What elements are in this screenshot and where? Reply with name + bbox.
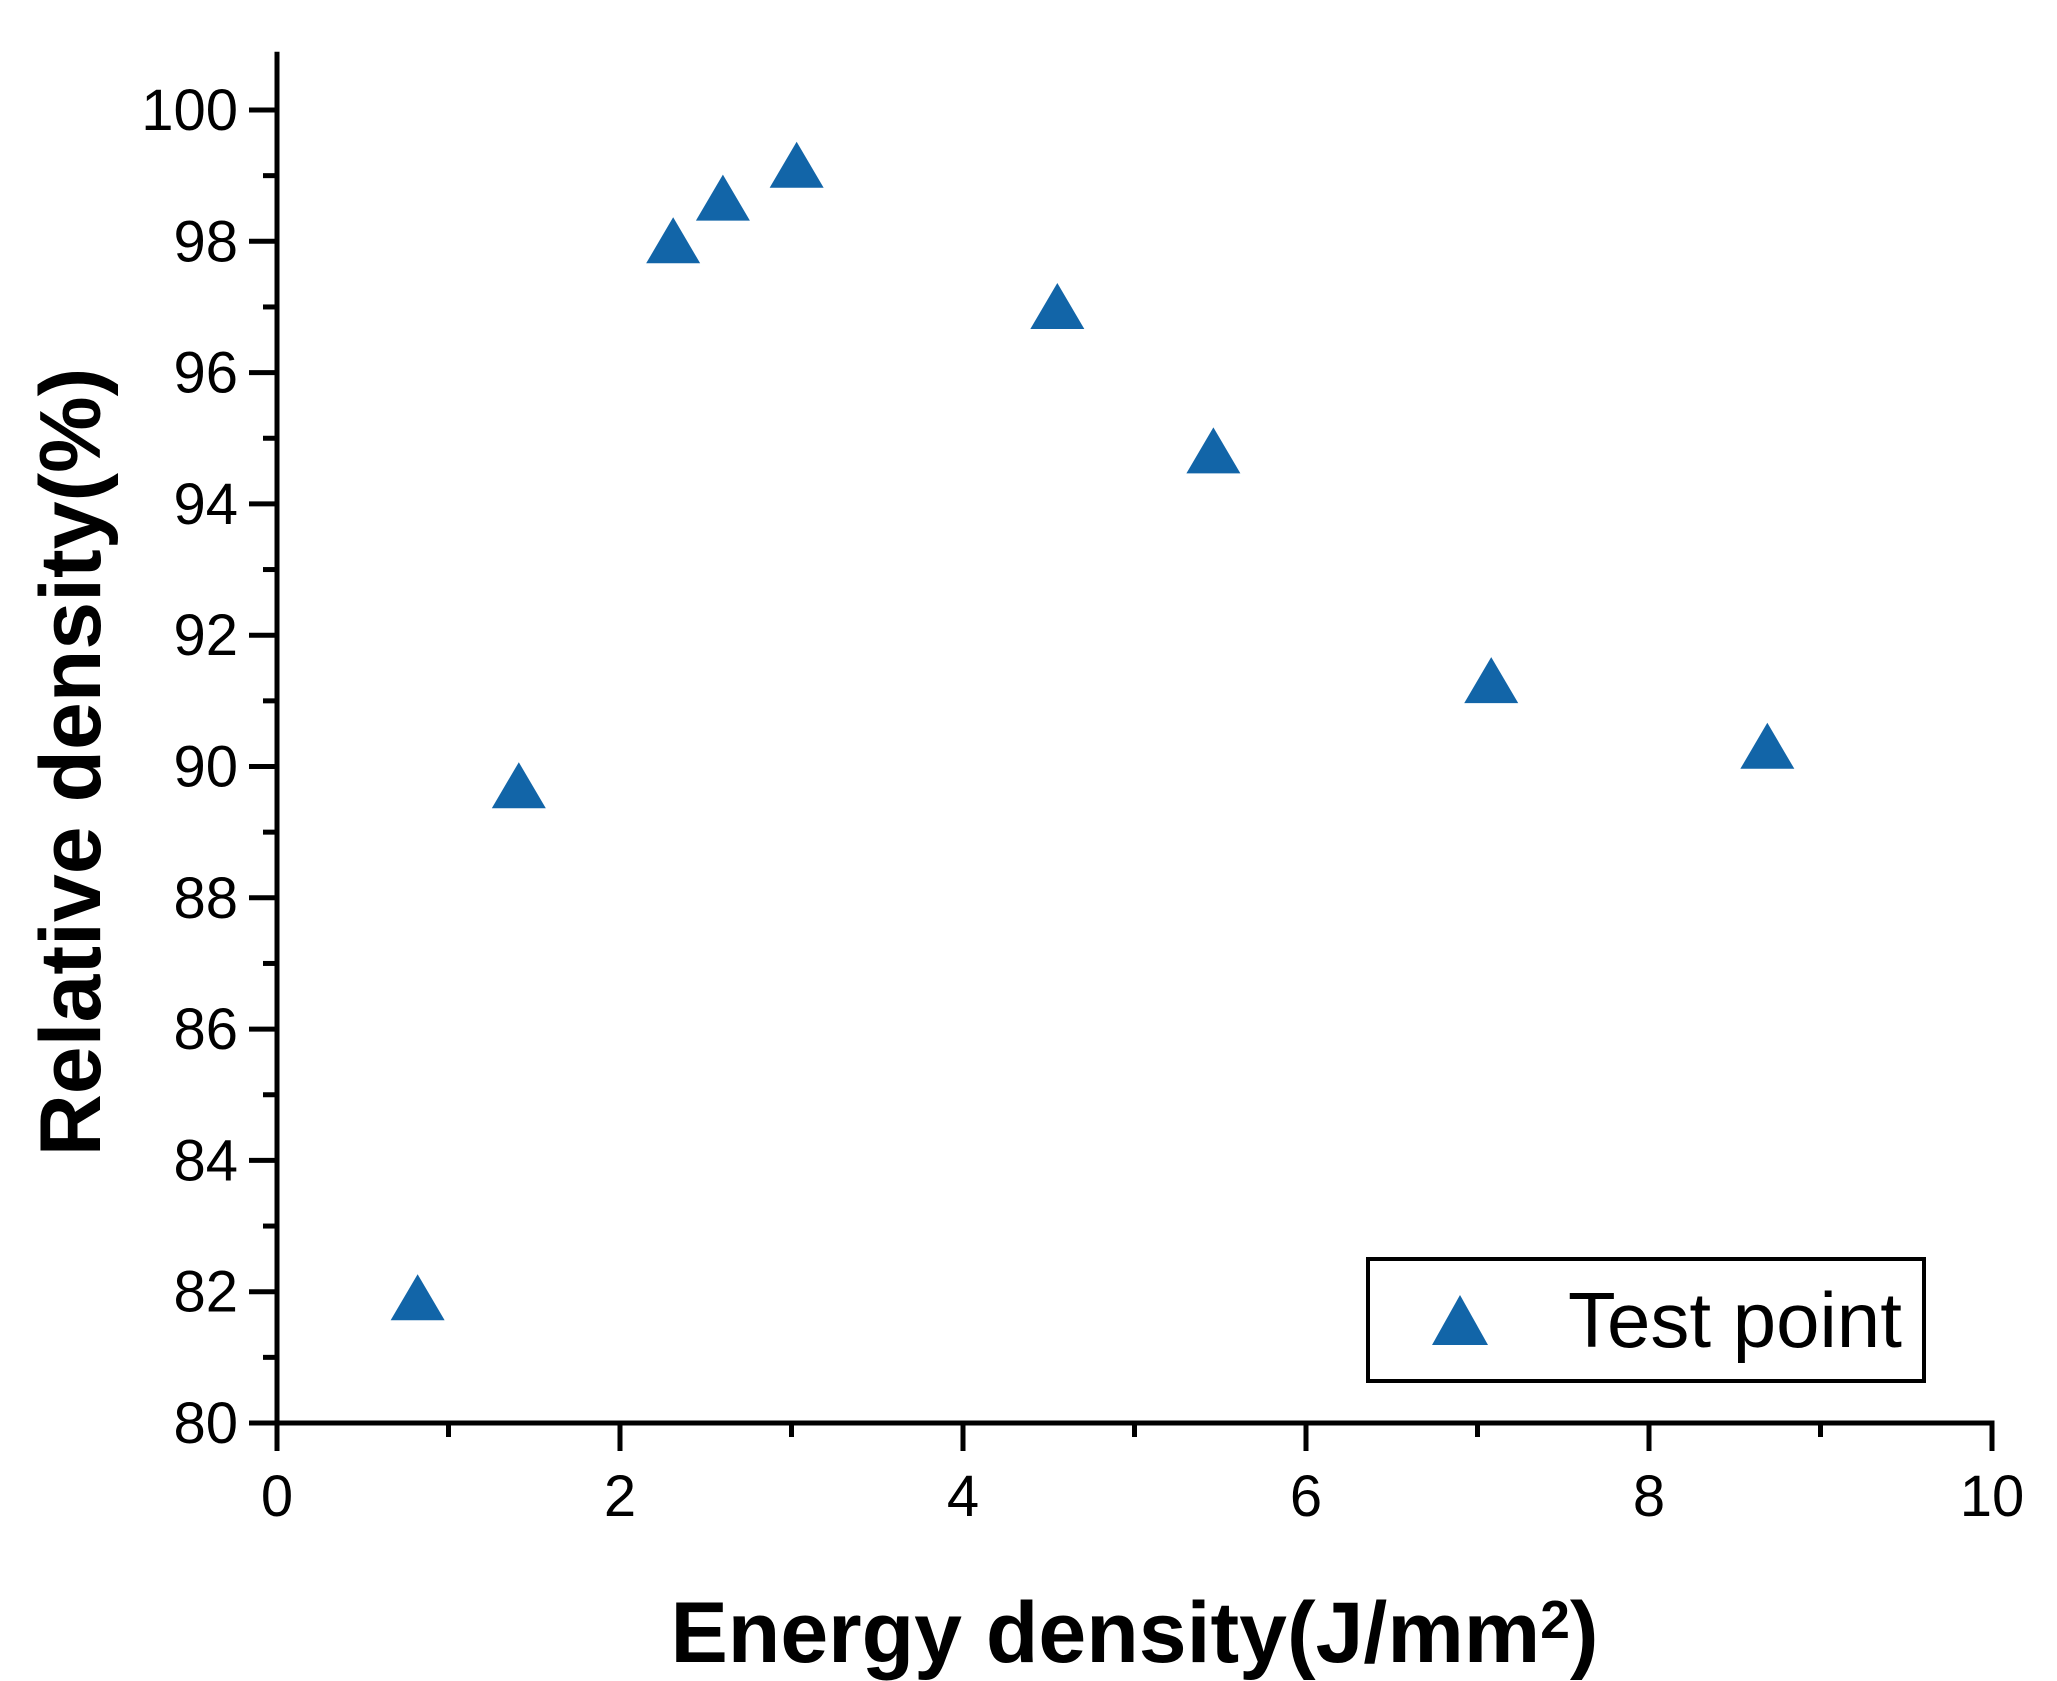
y-tick-label: 98	[173, 209, 238, 274]
data-point-marker	[1186, 427, 1241, 474]
x-axis-title: Energy density(J/mm2)	[277, 1584, 1992, 1681]
y-tick-label: 100	[141, 78, 238, 143]
x-tick-label: 6	[1290, 1464, 1322, 1529]
x-axis-title-main: Energy density(J/mm	[670, 1585, 1541, 1681]
legend: Test point	[1366, 1257, 1926, 1383]
y-tick-label: 86	[173, 997, 238, 1062]
tick-labels: 80 82 84 86 88 90 92 94 96 98 100 0 2 4 6 8 10	[141, 78, 2024, 1529]
data-point-marker	[1464, 657, 1519, 704]
y-tick-label: 94	[173, 472, 238, 537]
x-tick-label: 10	[1960, 1464, 2025, 1529]
data-point-marker	[1030, 282, 1085, 329]
legend-triangle-marker-icon	[1432, 1295, 1488, 1345]
data-point-marker	[390, 1274, 445, 1321]
x-axis-title-close: )	[1569, 1585, 1599, 1681]
legend-label: Test point	[1568, 1275, 1902, 1364]
series-test-point	[390, 141, 1795, 1321]
x-axis-title-superscript: 2	[1540, 1591, 1570, 1651]
axes	[249, 51, 1995, 1451]
data-point-marker	[769, 141, 824, 188]
data-point-marker	[1740, 722, 1795, 769]
data-point-marker	[695, 174, 750, 221]
x-tick-label: 8	[1633, 1464, 1665, 1529]
data-point-marker	[491, 762, 546, 809]
y-tick-label: 84	[173, 1128, 238, 1193]
x-tick-label: 0	[261, 1464, 293, 1529]
x-tick-label: 2	[604, 1464, 636, 1529]
y-tick-label: 80	[173, 1391, 238, 1456]
x-tick-label: 4	[947, 1464, 979, 1529]
y-tick-label: 88	[173, 866, 238, 931]
y-tick-label: 90	[173, 735, 238, 800]
y-tick-label: 92	[173, 603, 238, 668]
y-tick-label: 82	[173, 1260, 238, 1325]
data-point-marker	[646, 217, 701, 264]
y-tick-label: 96	[173, 341, 238, 406]
y-axis-title: Relative density(%)	[23, 367, 119, 1157]
